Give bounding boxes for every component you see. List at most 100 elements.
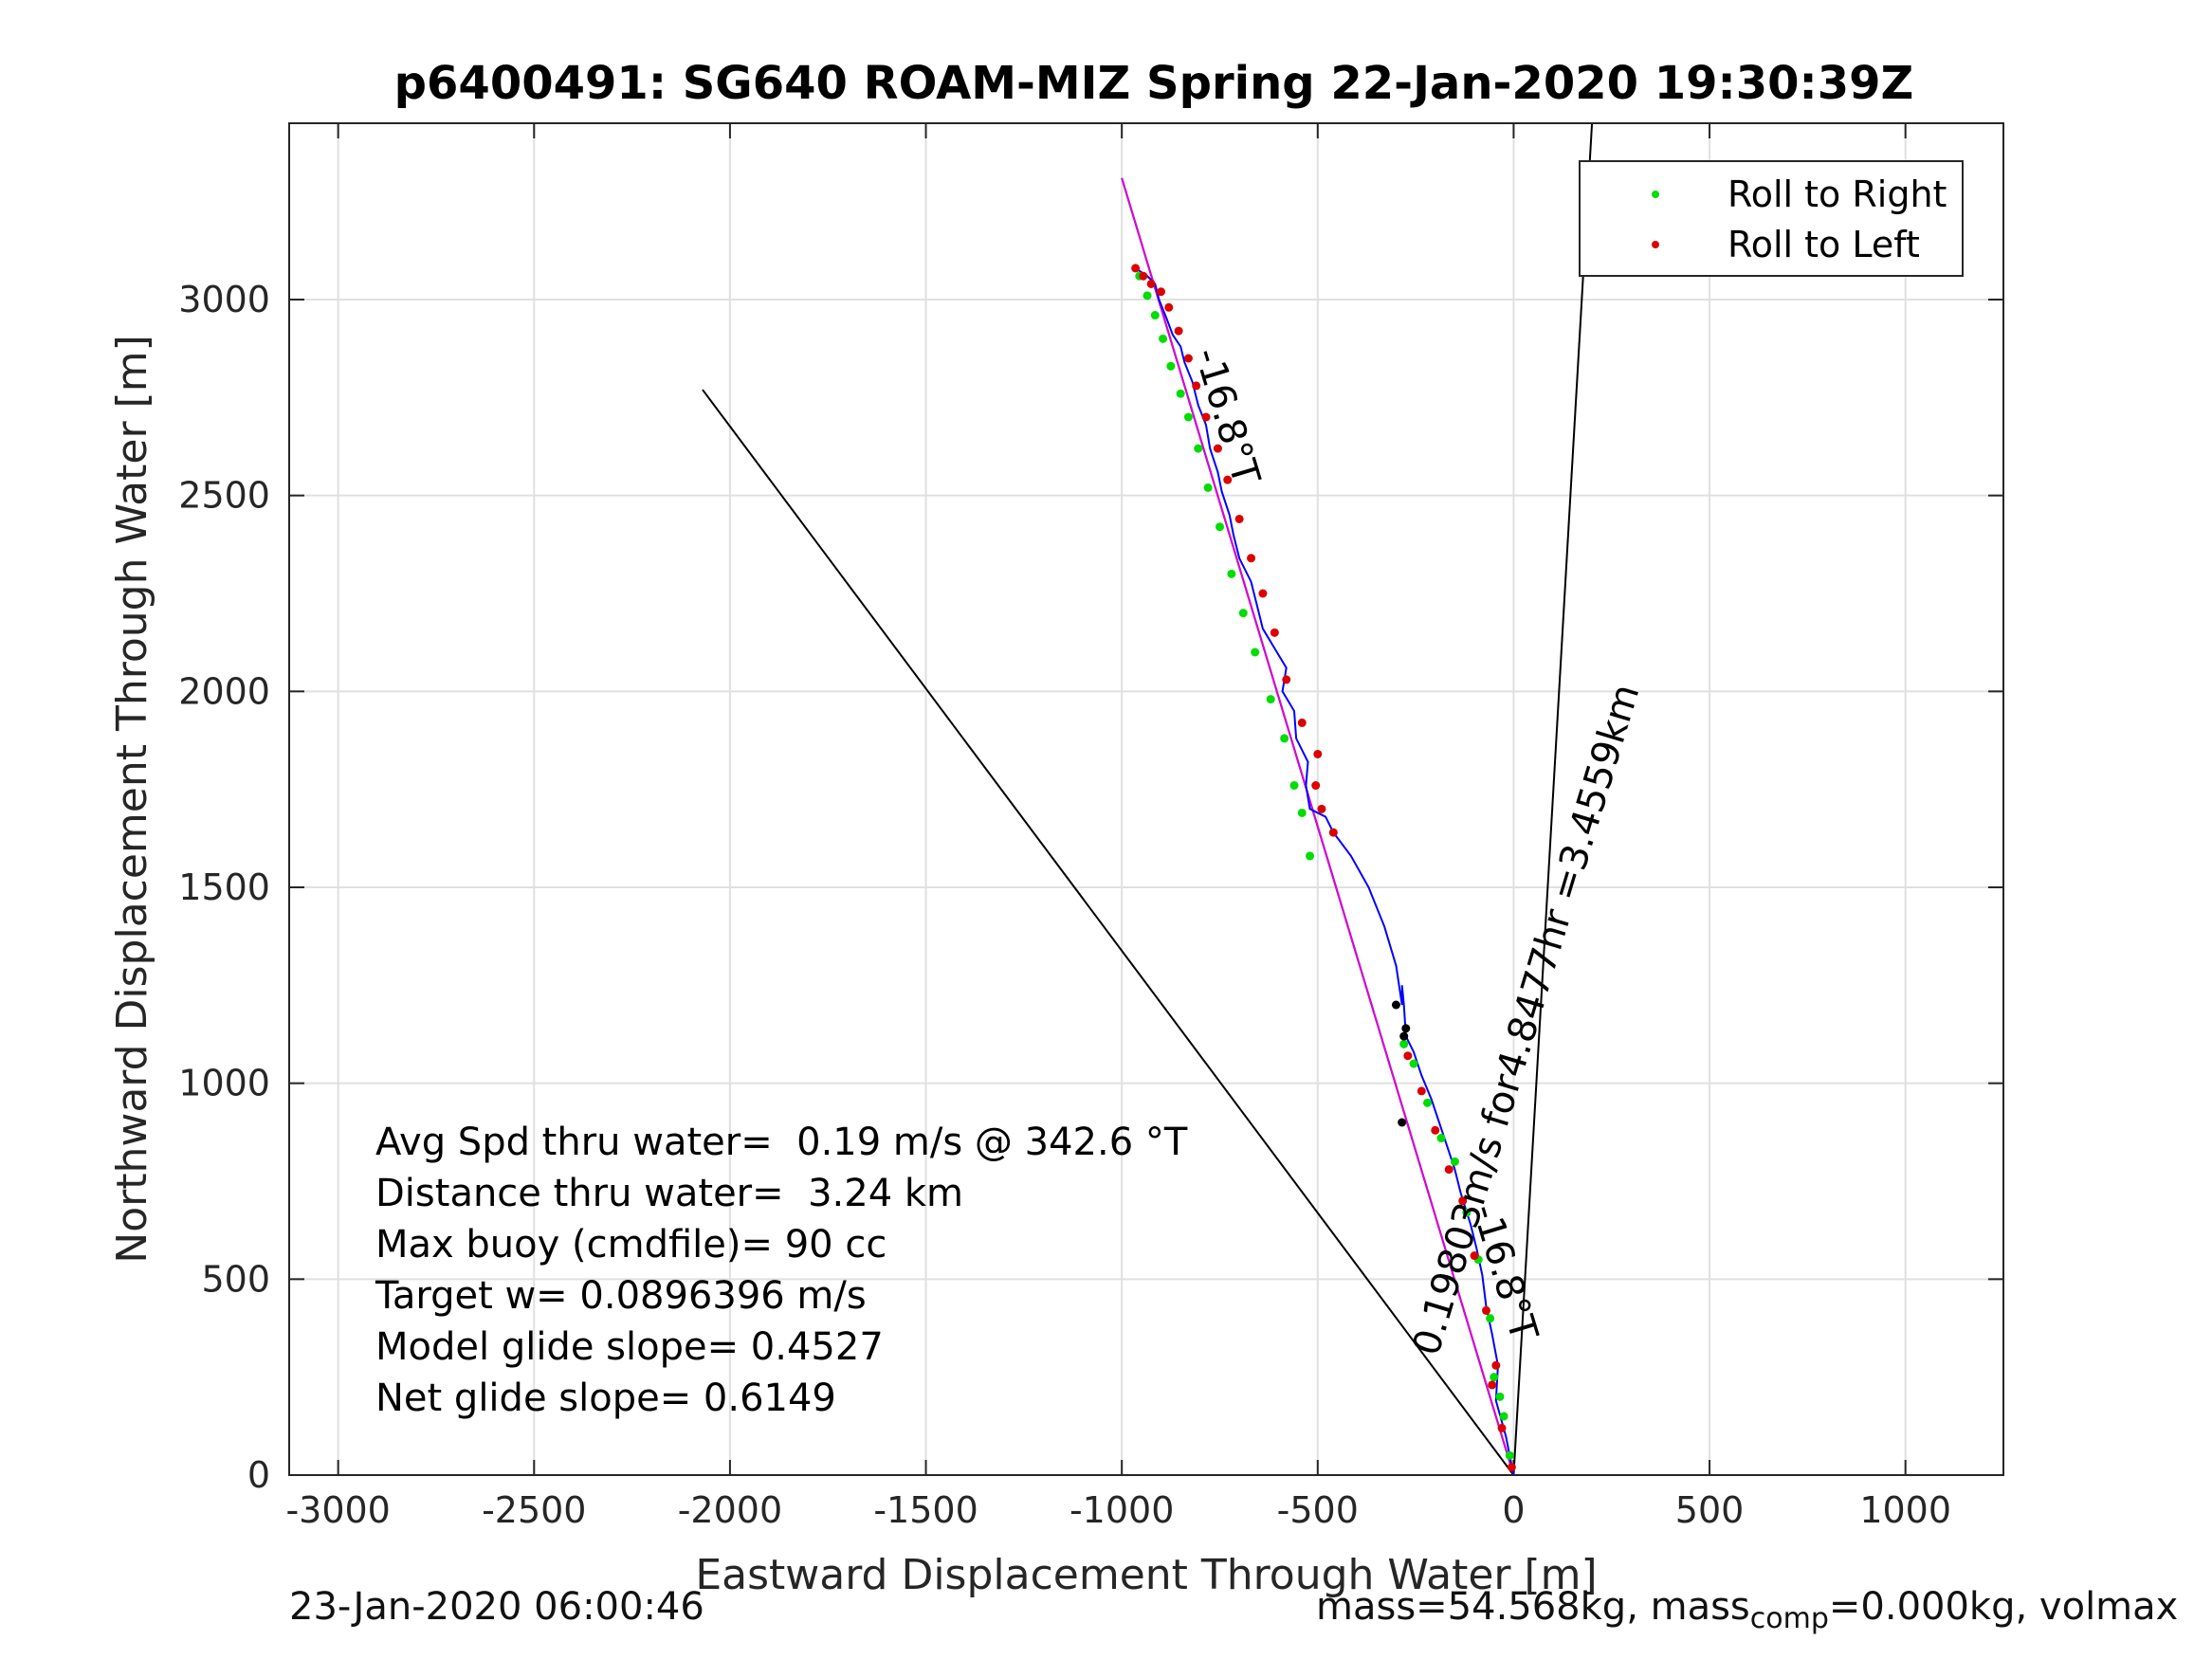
y-tick-label: 3000 [178,279,270,320]
roll-right-point [1251,647,1260,657]
roll-right-point [1143,291,1152,301]
roll-left-point [1213,444,1222,453]
roll-left-point [1282,675,1291,684]
roll-right-point [1194,444,1203,453]
axis-ticks: -3000 -2500 -2000 -1500 -1000 -500 0 500 1000 0 50… [178,123,2003,1531]
roll-left-point [1183,354,1193,363]
roll-left-point [1270,628,1279,637]
chart-title: p6400491: SG640 ROAM-MIZ Spring 22-Jan-2… [394,57,1914,110]
legend-label-roll-right: Roll to Right [1728,173,1947,215]
x-tick-label: -1000 [1069,1489,1174,1531]
roll-right-point [1495,1392,1505,1401]
x-tick-label: -2500 [482,1489,586,1531]
roll-left-point [1223,475,1233,484]
roll-right-point [1215,522,1224,532]
roll-right-point [1203,483,1213,492]
x-tick-label: 500 [1675,1489,1745,1531]
y-tick-label: 1500 [178,866,270,908]
roll-right-point [1166,361,1176,371]
roll-right-point [1499,1412,1508,1421]
roll-right-point [1150,311,1160,320]
roll-right-point [1280,734,1289,743]
stat-target-w: Target w= 0.0896396 m/s [375,1274,867,1318]
legend-label-roll-left: Roll to Left [1728,224,1920,265]
x-tick-label: -3000 [285,1489,390,1531]
stat-avg-speed: Avg Spd thru water= 0.19 m/s @ 342.6 °T [375,1121,1188,1164]
roll-left-point [1431,1125,1440,1135]
drift-line [1121,177,1515,1476]
footer-timestamp: 23-Jan-2020 06:00:46 [289,1585,704,1629]
roll-left-point [1507,1463,1516,1472]
neutral-point [1401,1024,1411,1033]
roll-left-point [1482,1305,1491,1315]
roll-right-point [1176,389,1185,398]
roll-left-point [1311,781,1321,791]
neutral-point [1399,1031,1409,1041]
roll-right-point [1462,1208,1472,1217]
roll-left-point [1164,302,1174,312]
plot-frame [288,122,2004,1476]
legend: Roll to Right Roll to Left [1579,160,1964,277]
legend-marker-roll-left [1652,241,1659,248]
y-tick-label: 500 [201,1258,270,1300]
stats-box: Avg Spd thru water= 0.19 m/s @ 342.6 °T … [375,1121,1188,1420]
roll-left-point [1297,718,1307,727]
roll-left-point [1491,1360,1501,1370]
track-line [1135,267,1515,1476]
roll-left-point [1458,1196,1468,1206]
x-tick-label: 1000 [1859,1489,1951,1531]
roll-right-point [1266,695,1275,704]
footer-mass-sub: comp [1749,1602,1829,1635]
roll-left-point [1146,279,1156,288]
roll-left-point [1497,1423,1507,1432]
neutral-point [1398,1118,1407,1127]
roll-right-point [1450,1157,1459,1166]
roll-right-point [1289,781,1299,791]
roll-right-point [1159,334,1168,343]
y-tick-label: 2500 [178,475,270,517]
roll-left-point [1470,1251,1479,1261]
roll-right-point [1306,851,1315,861]
reference-line [1512,122,1594,1476]
roll-right-point [1486,1314,1495,1323]
y-tick-label: 1000 [178,1063,270,1104]
legend-marker-roll-right [1652,191,1659,198]
reference-line [702,389,1515,1476]
footer-mass: mass=54.568kg, masscomp=0.000kg, volmax [1316,1585,2178,1635]
x-axis-label: Eastward Displacement Through Water [m] [695,1551,1597,1599]
roll-left-point [1444,1165,1453,1175]
roll-right-point [1490,1373,1499,1382]
footer-mass-suffix: =0.000kg, volmax [1828,1585,2179,1629]
roll-left-point [1417,1086,1426,1096]
stat-max-buoy: Max buoy (cmdfile)= 90 cc [375,1223,887,1267]
y-axis-label: Northward Displacement Through Water [m] [108,335,156,1263]
roll-left-point [1258,589,1268,598]
roll-right-point [1436,1134,1446,1143]
roll-left-point [1174,326,1183,336]
stat-model-glide: Model glide slope= 0.4527 [375,1325,884,1369]
roll-left-point [1317,804,1326,813]
y-tick-label: 2000 [178,670,270,712]
roll-left-point [1201,412,1211,422]
roll-left-point [1131,264,1141,273]
footer-mass-prefix: mass=54.568kg, mass [1316,1585,1750,1629]
x-tick-label: -1500 [873,1489,978,1531]
roll-right-point [1409,1059,1418,1068]
roll-right-point [1399,1039,1409,1048]
drift-line-segment [1121,177,1515,1476]
roll-right-point [1505,1450,1514,1460]
stat-distance: Distance thru water= 3.24 km [375,1172,963,1215]
roll-left-point [1192,381,1201,391]
stat-net-glide: Net glide slope= 0.6149 [375,1376,836,1420]
legend-box [1579,160,1964,277]
neutral-point [1391,1000,1400,1010]
roll-right-point [1238,609,1248,618]
roll-left-point [1156,287,1165,297]
roll-left-point [1313,749,1323,758]
x-tick-label: 0 [1502,1489,1525,1531]
roll-left-point [1139,271,1148,281]
roll-right-point [1297,808,1307,817]
x-tick-label: -2000 [678,1489,782,1531]
roll-left-point [1234,514,1244,523]
